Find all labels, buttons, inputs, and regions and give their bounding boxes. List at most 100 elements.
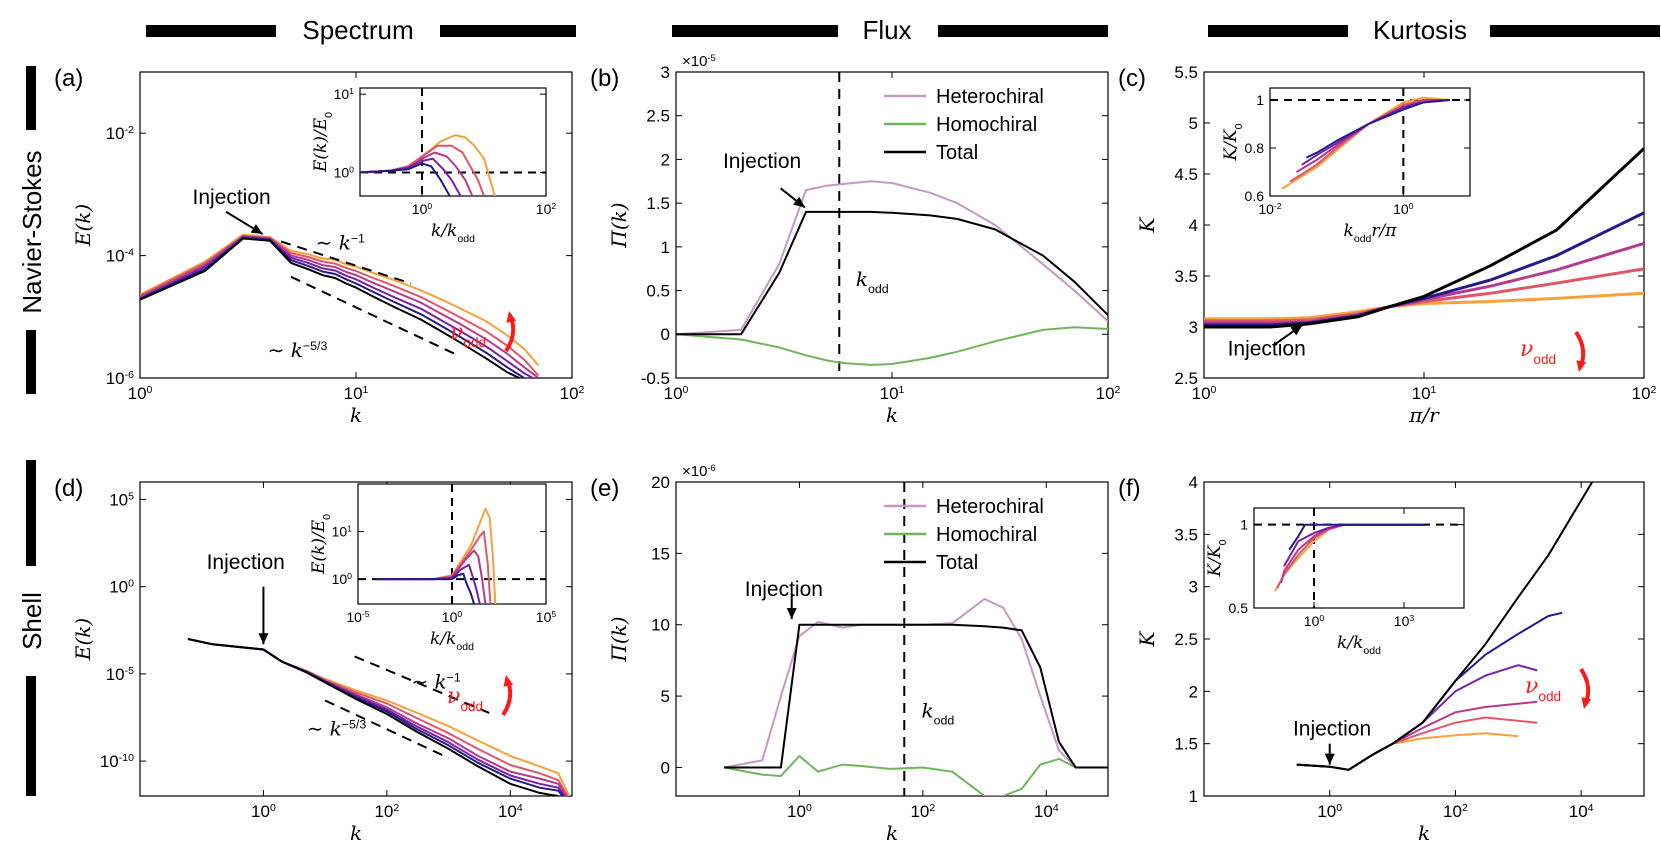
x-axis-label: k: [350, 403, 362, 427]
x-tick-label: 105: [536, 609, 557, 625]
injection-label: Injection: [207, 551, 285, 574]
y-tick-label: 3: [1189, 318, 1198, 337]
x-axis-label: k: [886, 821, 898, 845]
panel-label: (a): [54, 65, 83, 92]
y-tick-label: 2: [661, 150, 670, 169]
injection-arrow: [225, 210, 264, 235]
scaling-annotation: ∼ k−5/3: [268, 338, 328, 362]
x-tick-label: 102: [1632, 384, 1657, 403]
x-axis-label: k: [350, 821, 362, 845]
plot-area: [1204, 147, 1644, 329]
x-tick-label: 100: [128, 384, 153, 403]
injection-label: Injection: [723, 150, 801, 173]
legend-entry: Total: [936, 552, 978, 574]
series-line-s6: [187, 638, 559, 796]
panel-d: 100 102 104 10-10 10-5 100 105 Injection ∼ k−1 ∼ …: [54, 475, 573, 845]
y-tick-label: 15: [651, 544, 670, 563]
y-tick-label: 10-10: [100, 752, 134, 771]
column-header-text: Spectrum: [302, 15, 413, 45]
y-axis-label: Π(k): [607, 616, 631, 662]
plot-area: [140, 233, 540, 378]
y-tick-label: 0: [661, 325, 670, 344]
panel-label: (c): [1118, 65, 1146, 92]
y-tick-label: 4.5: [1174, 165, 1198, 184]
y-axis-label: K: [1135, 630, 1159, 647]
series-line-homochiral: [723, 755, 1108, 796]
nu-odd-label: νodd: [450, 320, 486, 350]
y-tick-label: 5: [1189, 114, 1198, 133]
y-tick-label: 100: [332, 571, 353, 587]
injection-label: Injection: [745, 578, 823, 601]
nu-odd-label: νodd: [447, 684, 483, 714]
y-tick-label: 3: [1189, 578, 1198, 597]
legend: Heterochiral Homochiral Total: [884, 496, 1044, 574]
x-tick-label: 102: [1443, 802, 1468, 821]
panel-label: (e): [590, 475, 619, 502]
inset-frame: [1253, 507, 1465, 609]
injection-arrow: [1274, 324, 1303, 346]
x-tick-label: 100: [412, 201, 433, 217]
y-tick-label: 4: [1189, 216, 1198, 235]
x-tick-label: 101: [880, 384, 905, 403]
injection-label: Injection: [1228, 338, 1306, 361]
inset-d: 10-5 100 105 100 101 k/kodd E(k)/E0: [309, 483, 557, 653]
x-tick-label: 100: [787, 802, 812, 821]
y-tick-label: 5.5: [1174, 63, 1198, 82]
y-tick-label: 10-5: [106, 665, 134, 684]
y-tick-label: 2.5: [1174, 630, 1198, 649]
axes-frame: [675, 481, 1109, 797]
y-tick-label: 2: [1189, 682, 1198, 701]
series-line-total: [676, 210, 1108, 336]
column-header-kurtosis: Kurtosis: [1208, 15, 1660, 45]
nu-odd-indicator: νodd: [447, 675, 514, 717]
y-tick-label: 2.5: [646, 107, 670, 126]
y-tick-label: 20: [651, 473, 670, 492]
x-tick-label: 100: [1192, 384, 1217, 403]
x-axis-label: k: [1418, 821, 1430, 845]
y-axis-label: E(k): [71, 618, 95, 661]
panel-e: 100 102 104 0 5 10 15 20 Injection kodd Heterochir…: [590, 463, 1109, 845]
y-tick-label: 101: [332, 523, 353, 539]
panel-label: (b): [590, 65, 619, 92]
axes-frame: [675, 71, 1109, 379]
y-axis-label: E(k): [71, 204, 95, 247]
x-tick-label: 102: [374, 802, 399, 821]
inset-y-axis-label: K/K0: [1221, 123, 1245, 161]
scaling-guide-line: [324, 699, 450, 759]
inset-f: 100 103 0.5 1 k/kodd K/K0: [1205, 507, 1465, 657]
y-tick-label: 1: [1240, 517, 1248, 533]
injection-arrow: [1324, 743, 1335, 765]
nu-odd-indicator: νodd: [1525, 667, 1592, 709]
x-axis-label: k: [886, 403, 898, 427]
x-tick-label: 100: [442, 609, 463, 625]
y-tick-label: 1: [661, 238, 670, 257]
injection-label: Injection: [1293, 717, 1371, 740]
axis-exponent: ×10-5: [682, 53, 716, 70]
column-header-spectrum: Spectrum: [146, 15, 576, 45]
y-tick-label: 10-2: [106, 124, 134, 143]
inset-x-axis-label: koddr/π: [1344, 221, 1398, 245]
panel-a: 100 101 102 10-6 10-4 10-2 Injection ∼ k−1 ∼ k−5…: [54, 65, 585, 427]
x-tick-label: 103: [1394, 613, 1415, 629]
y-tick-label: 0: [661, 758, 670, 777]
x-tick-label: 102: [910, 802, 935, 821]
column-header-flux: Flux: [672, 15, 1108, 45]
y-tick-label: 10: [651, 616, 670, 635]
series-line-s5: [1204, 147, 1644, 329]
y-tick-label: 3.5: [1174, 525, 1198, 544]
y-tick-label: 101: [334, 86, 355, 102]
nu-odd-indicator: νodd: [450, 311, 517, 353]
inset-x-axis-label: k/kodd: [1337, 633, 1381, 657]
x-tick-label: 104: [498, 802, 523, 821]
row-label-shell: Shell: [17, 460, 47, 796]
y-tick-label: 3.5: [1174, 267, 1198, 286]
inset-a: 100 102 100 101 k/kodd E(k)/E0: [311, 86, 556, 245]
legend-entry: Heterochiral: [936, 496, 1044, 518]
x-tick-label: 100: [1317, 802, 1342, 821]
injection-label: Injection: [192, 186, 270, 209]
y-tick-label: 10-6: [106, 369, 134, 388]
y-tick-label: 1: [1256, 92, 1264, 108]
scaling-guide-line: [290, 275, 460, 357]
